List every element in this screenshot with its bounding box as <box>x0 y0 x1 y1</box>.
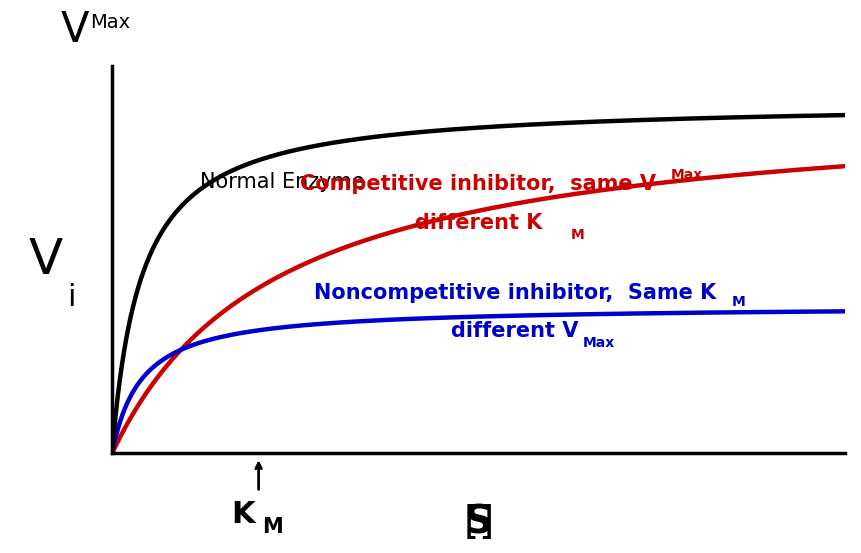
Text: Noncompetitive inhibitor,  Same K: Noncompetitive inhibitor, Same K <box>313 283 715 302</box>
Text: Competitive inhibitor,  same V: Competitive inhibitor, same V <box>300 174 655 194</box>
Text: V: V <box>60 9 90 51</box>
Text: i: i <box>67 283 76 312</box>
Text: K: K <box>231 500 255 529</box>
Text: Normal Enzyme: Normal Enzyme <box>200 173 364 192</box>
Text: M: M <box>731 295 745 309</box>
Text: Max: Max <box>583 336 615 350</box>
Text: Max: Max <box>90 13 130 32</box>
Text: Max: Max <box>671 168 703 181</box>
Text: ]: ] <box>478 504 493 542</box>
Text: different V: different V <box>451 321 578 341</box>
Text: [: [ <box>462 504 478 542</box>
Text: S: S <box>464 504 492 542</box>
Text: M: M <box>570 228 584 242</box>
Text: V: V <box>29 236 63 284</box>
Text: M: M <box>262 518 282 538</box>
Text: different K: different K <box>414 213 542 233</box>
